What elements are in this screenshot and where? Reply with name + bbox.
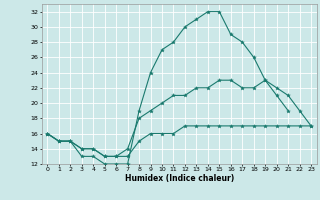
X-axis label: Humidex (Indice chaleur): Humidex (Indice chaleur): [124, 174, 234, 183]
